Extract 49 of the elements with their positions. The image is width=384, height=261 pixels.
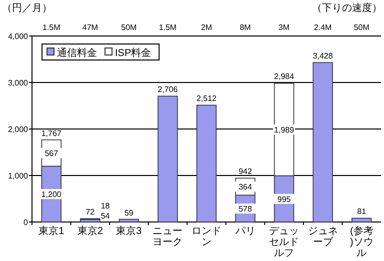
total-label: 72 [86,208,96,217]
y-tick-label: 0 [24,218,29,227]
data-label: 578 [238,204,252,214]
legend-label: 通信料金 [57,47,97,59]
ylabel: （円／月） [2,3,52,14]
bar [158,96,178,222]
total-label: 2,984 [274,72,295,82]
data-label: 1,200 [41,190,62,200]
x-tick-label: 東京2 [77,225,104,237]
annotation: 47M [82,23,98,32]
data-label: 18 [100,202,110,211]
annotation: 2M [200,23,212,32]
x-tick-label: ニューヨーク [152,226,183,248]
annotation: 50M [121,23,137,32]
annotation: 8M [240,23,251,32]
total-label: 942 [238,167,252,176]
data-label: 81 [357,207,367,216]
bar [118,218,140,222]
x-tick-label: 東京1 [38,225,65,237]
annotation: 3M [278,23,290,32]
bar [352,218,372,222]
x-tick-label: 東京3 [116,225,142,237]
data-label: 59 [124,208,134,218]
annotation: 50M [354,23,370,32]
x2label: （下りの速度） [312,3,382,14]
data-label: 995 [277,194,292,204]
bar [312,62,333,222]
data-label: 2,706 [158,85,178,94]
data-label: 1,989 [274,125,295,134]
y-tick-label: 1,000 [8,172,29,180]
x-tick-label: パリ [234,226,256,237]
x-tick-label: ジュネーブ [308,226,338,248]
data-label: 2,512 [196,94,218,104]
total-label: 1,767 [41,128,62,138]
annotation: 1.5M [158,23,177,32]
x-tick-label: デュッセルドルフ [269,226,300,259]
bar [196,104,217,222]
data-label: 567 [44,149,59,158]
annotation: 1.5M [42,23,60,32]
y-tick-label: 2,000 [8,125,29,134]
x-tick-label: (参考)ソウル [350,225,374,259]
x-tick-label: ロンドン [192,226,222,248]
legend-label: ISP料金 [115,47,152,59]
data-label: 3,428 [312,52,334,61]
data-label: 54 [100,211,110,220]
data-label: 364 [238,182,252,192]
annotation: 2.4M [314,23,332,32]
y-tick-label: 4,000 [8,32,29,41]
y-tick-label: 3,000 [8,78,29,88]
